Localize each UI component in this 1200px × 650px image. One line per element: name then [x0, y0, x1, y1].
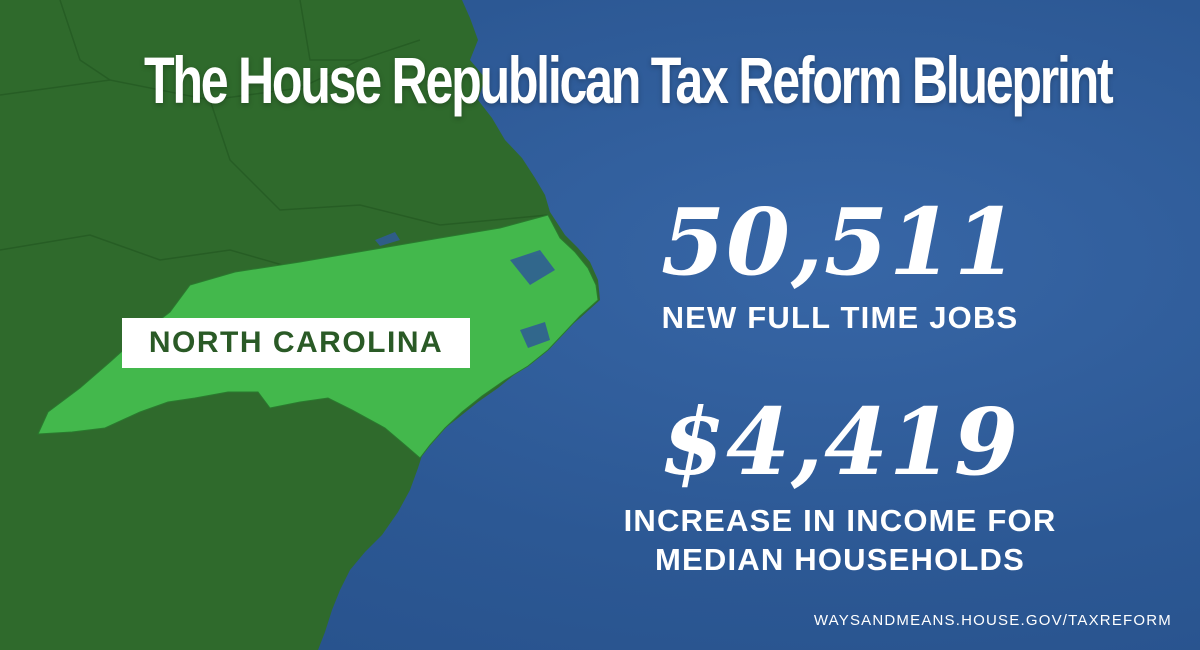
jobs-stat-value: 50,511	[660, 188, 1020, 296]
footer-url: WAYSANDMEANS.HOUSE.GOV/TAXREFORM	[813, 612, 1172, 629]
income-stat-caption-line-1: INCREASE IN INCOME FOR	[623, 503, 1057, 538]
jobs-stat-caption: NEW FULL TIME JOBS	[661, 300, 1019, 335]
income-stat-value: $4,419	[660, 388, 1020, 496]
income-stat-caption-line-2: MEDIAN HOUSEHOLDS	[654, 542, 1026, 577]
state-label: NORTH CAROLINA	[122, 318, 470, 368]
page-title: The House Republican Tax Reform Blueprin…	[144, 43, 1114, 117]
